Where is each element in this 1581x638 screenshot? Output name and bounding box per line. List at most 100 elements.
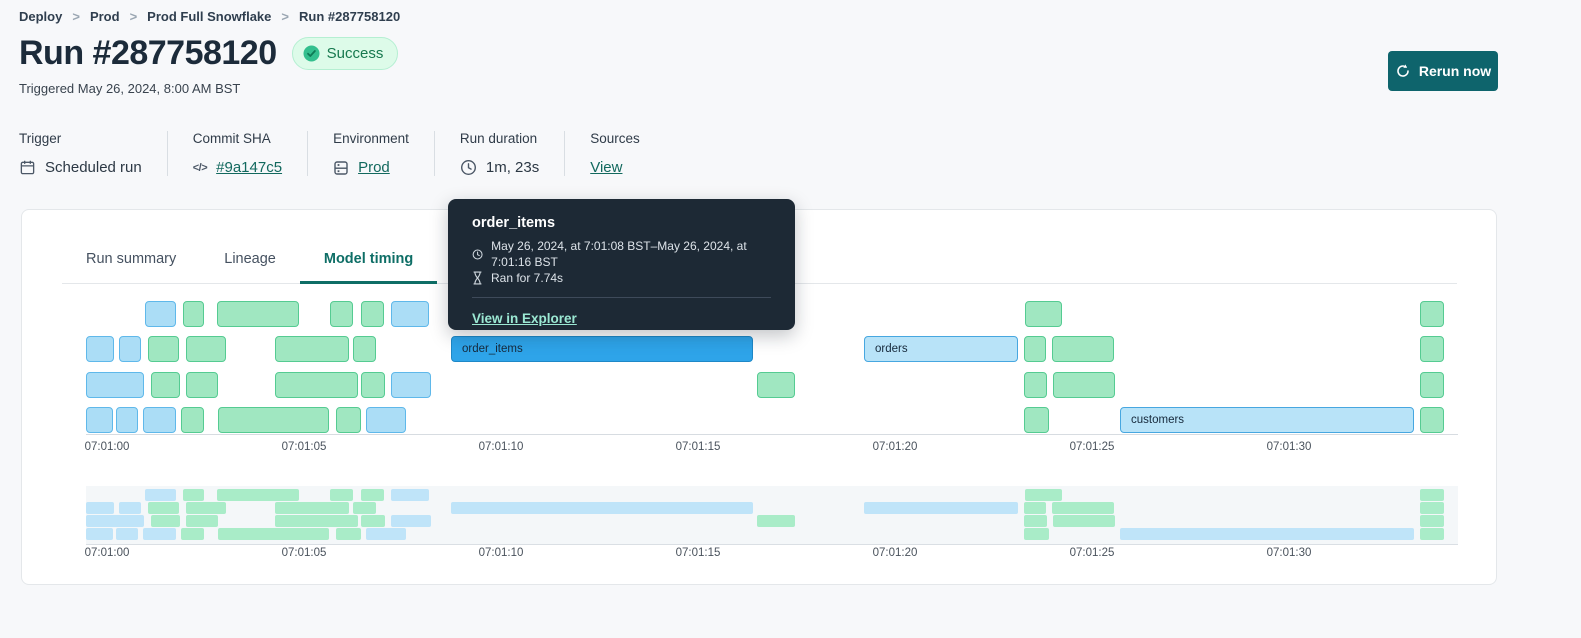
model-tooltip: order_items May 26, 2024, at 7:01:08 BST… <box>448 199 795 330</box>
tab-lineage[interactable]: Lineage <box>224 251 276 267</box>
mini-gantt-bar-customers <box>1120 528 1414 540</box>
gantt-bar[interactable] <box>183 301 204 327</box>
mini-gantt-bar <box>336 528 361 540</box>
mini-gantt-bar-orders <box>864 502 1018 514</box>
gantt-bar[interactable] <box>1053 372 1115 398</box>
gantt-bar-orders[interactable]: orders <box>864 336 1018 362</box>
tooltip-divider <box>472 297 771 298</box>
gantt-bar[interactable] <box>1024 407 1049 433</box>
gantt-bar[interactable] <box>275 336 349 362</box>
axis-tick: 07:01:05 <box>281 441 327 453</box>
gantt-bar[interactable] <box>181 407 204 433</box>
breadcrumb-deploy[interactable]: Deploy <box>19 9 63 24</box>
gantt-bar[interactable] <box>145 301 176 327</box>
calendar-icon <box>19 159 36 176</box>
gantt-bar[interactable] <box>353 336 376 362</box>
mini-gantt-bar <box>151 515 180 527</box>
axis-tick: 07:01:20 <box>872 547 918 559</box>
mini-gantt-bar <box>181 528 204 540</box>
meta-trigger-value: Scheduled run <box>45 159 142 176</box>
run-metadata: Trigger Scheduled run Commit SHA </> #9a… <box>19 131 665 176</box>
breadcrumb-prod[interactable]: Prod <box>89 9 120 24</box>
gantt-bar-order_items[interactable]: order_items <box>451 336 753 362</box>
mini-gantt-bar <box>183 489 204 501</box>
model-timing-gantt: order_items orders customers <box>86 301 1458 435</box>
gantt-minimap-brush[interactable] <box>86 486 1458 545</box>
gantt-bar[interactable] <box>1052 336 1114 362</box>
code-icon: </> <box>192 161 208 174</box>
tooltip-duration: Ran for 7.74s <box>491 271 564 285</box>
meta-run-duration: Run duration 1m, 23s <box>435 131 566 176</box>
gantt-bar[interactable] <box>361 301 384 327</box>
gantt-bar[interactable] <box>151 372 180 398</box>
tab-model-timing[interactable]: Model timing <box>299 251 438 284</box>
mini-gantt-bar <box>145 489 176 501</box>
gantt-bar[interactable] <box>275 372 358 398</box>
mini-gantt-bar <box>1053 515 1115 527</box>
gantt-bar[interactable] <box>330 301 353 327</box>
rerun-now-label: Rerun now <box>1418 63 1492 79</box>
sources-view-link[interactable]: View <box>590 159 623 176</box>
mini-gantt-bar <box>1024 502 1046 514</box>
gantt-bar[interactable] <box>391 301 429 327</box>
breadcrumb-separator: > <box>281 9 289 24</box>
gantt-bar[interactable] <box>186 336 226 362</box>
mini-gantt-bar <box>330 489 353 501</box>
mini-gantt-bar <box>86 515 144 527</box>
gantt-bar[interactable] <box>1420 372 1444 398</box>
gantt-bar[interactable] <box>1025 301 1062 327</box>
mini-gantt-bar <box>1420 515 1444 527</box>
mini-gantt-bar <box>391 489 429 501</box>
gantt-bar-customers[interactable]: customers <box>1120 407 1414 433</box>
page-header: Run #287758120 Success <box>19 34 399 73</box>
gantt-bar[interactable] <box>143 407 176 433</box>
mini-gantt-bar-order_items <box>451 502 753 514</box>
commit-sha-link[interactable]: #9a147c5 <box>216 159 283 176</box>
gantt-bar[interactable] <box>1420 407 1444 433</box>
tooltip-time-range: May 26, 2024, at 7:01:08 BST–May 26, 202… <box>491 239 747 269</box>
meta-environment-label: Environment <box>333 131 409 146</box>
environment-link[interactable]: Prod <box>358 159 390 176</box>
gantt-bar[interactable] <box>1024 336 1046 362</box>
rerun-now-button[interactable]: Rerun now <box>1388 51 1498 91</box>
mini-gantt-bar <box>186 502 226 514</box>
gantt-bar[interactable] <box>86 407 113 433</box>
gantt-bar[interactable] <box>391 372 431 398</box>
gantt-bar[interactable] <box>361 372 385 398</box>
mini-gantt-bar <box>1420 528 1444 540</box>
database-icon <box>333 160 349 176</box>
meta-sources: Sources View <box>565 131 665 176</box>
gantt-bar[interactable] <box>148 336 179 362</box>
gantt-bar[interactable] <box>366 407 406 433</box>
gantt-bar[interactable] <box>217 301 299 327</box>
axis-tick: 07:01:00 <box>84 547 130 559</box>
axis-tick: 07:01:05 <box>281 547 327 559</box>
axis-tick: 07:01:25 <box>1069 441 1115 453</box>
tab-run-summary[interactable]: Run summary <box>86 251 177 267</box>
gantt-bar[interactable] <box>1024 372 1047 398</box>
breadcrumb-separator: > <box>129 9 138 24</box>
mini-gantt-bar <box>353 502 376 514</box>
axis-tick: 07:01:10 <box>478 547 524 559</box>
breadcrumb-run: Run #287758120 <box>299 9 401 24</box>
gantt-bar[interactable] <box>119 336 141 362</box>
axis-tick: 07:01:15 <box>675 547 721 559</box>
view-in-explorer-link[interactable]: View in Explorer <box>472 311 577 326</box>
gantt-bar[interactable] <box>1420 336 1444 362</box>
gantt-bar[interactable] <box>116 407 138 433</box>
gantt-bar[interactable] <box>86 372 144 398</box>
gantt-bar[interactable] <box>1420 301 1444 327</box>
mini-lane-3 <box>86 515 1458 527</box>
mini-gantt-bar <box>1024 528 1049 540</box>
hourglass-icon <box>473 271 482 285</box>
gantt-bar[interactable] <box>86 336 114 362</box>
meta-environment: Environment Prod <box>308 131 435 176</box>
gantt-bar[interactable] <box>757 372 795 398</box>
mini-lane-4 <box>86 528 1458 540</box>
breadcrumb-job[interactable]: Prod Full Snowflake <box>147 9 272 24</box>
gantt-bar[interactable] <box>336 407 361 433</box>
mini-gantt-bar <box>275 515 358 527</box>
gantt-bar[interactable] <box>186 372 218 398</box>
gantt-bar[interactable] <box>218 407 329 433</box>
mini-gantt-bar <box>86 502 114 514</box>
